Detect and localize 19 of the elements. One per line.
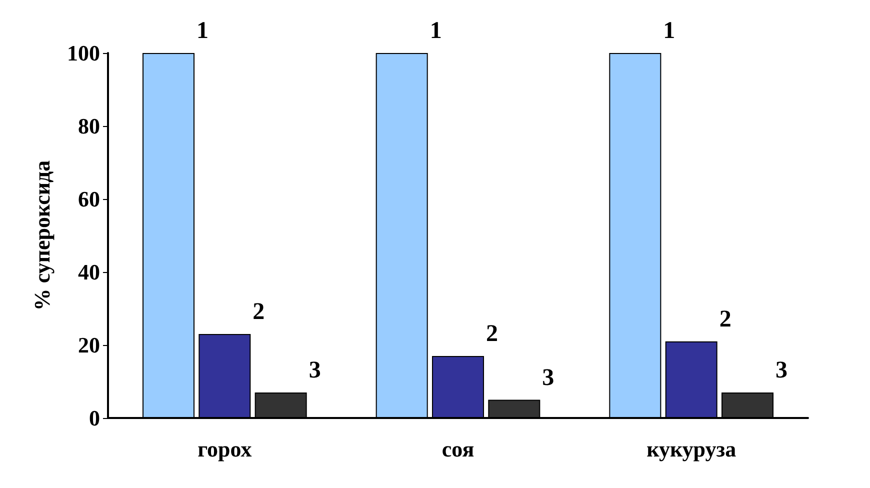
y-tick-label: 100 [67,40,100,66]
text: 2 [719,306,732,332]
series-label: 3 [308,357,321,384]
text: 2 [486,320,498,347]
series-label: 1 [196,18,209,44]
y-axis-title: % супероксида [30,160,54,311]
text: 1 [663,18,676,44]
y-tick-label: 60 [78,186,100,212]
series-label: 2 [252,299,265,326]
y-tick-label: 0 [89,406,100,430]
y-tick-label: 20 [78,332,100,358]
y-tick-label: 80 [78,114,100,138]
x-tick-label: горох [198,436,252,462]
text: 3 [775,357,788,384]
x-tick-label: кукуруза [646,436,736,462]
text: 3 [542,364,554,391]
x-tick-label: соя [442,436,474,462]
text: 1 [430,18,442,44]
y-tick-label: 40 [78,260,100,284]
